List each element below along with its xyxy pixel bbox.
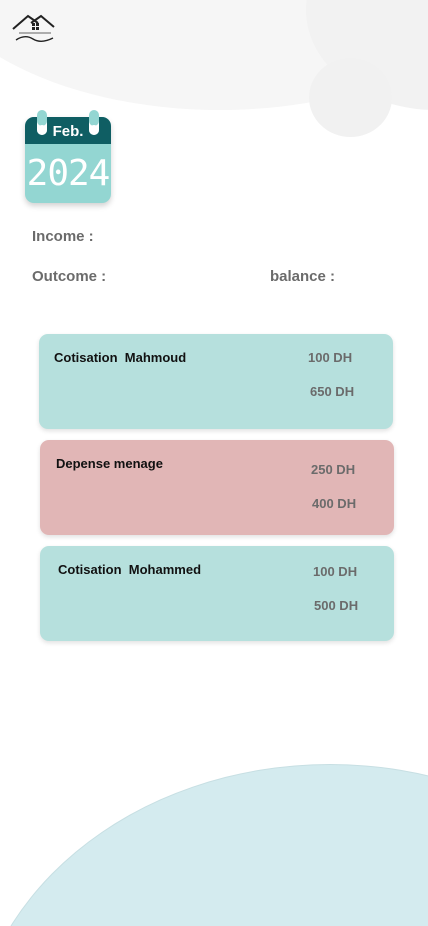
calendar-ring-left	[37, 110, 47, 135]
footer-background-shape	[0, 764, 428, 926]
transaction-total: 500 DH	[314, 598, 359, 613]
income-label: Income :	[32, 228, 94, 245]
calendar-year: 2024	[26, 153, 111, 194]
calendar-ring-right	[89, 110, 99, 135]
balance-label: balance :	[270, 268, 336, 285]
transaction-total: 400 DH	[312, 496, 357, 511]
transaction-card[interactable]: Cotisation Mahmoud 100 DH 650 DH	[39, 334, 393, 429]
outcome-label: Outcome :	[32, 268, 107, 285]
house-logo-icon[interactable]	[11, 12, 55, 44]
transaction-title: Cotisation Mahmoud	[54, 350, 187, 365]
transaction-amount: 100 DH	[313, 564, 358, 579]
transaction-title: Cotisation Mohammed	[58, 562, 202, 577]
transaction-card[interactable]: Depense menage 250 DH 400 DH	[40, 440, 394, 535]
transaction-total: 650 DH	[310, 384, 355, 399]
transaction-amount: 250 DH	[311, 462, 356, 477]
transaction-card[interactable]: Cotisation Mohammed 100 DH 500 DH	[40, 546, 394, 641]
transaction-amount: 100 DH	[308, 350, 353, 365]
transaction-title: Depense menage	[56, 456, 163, 471]
decorative-circle	[309, 58, 392, 137]
